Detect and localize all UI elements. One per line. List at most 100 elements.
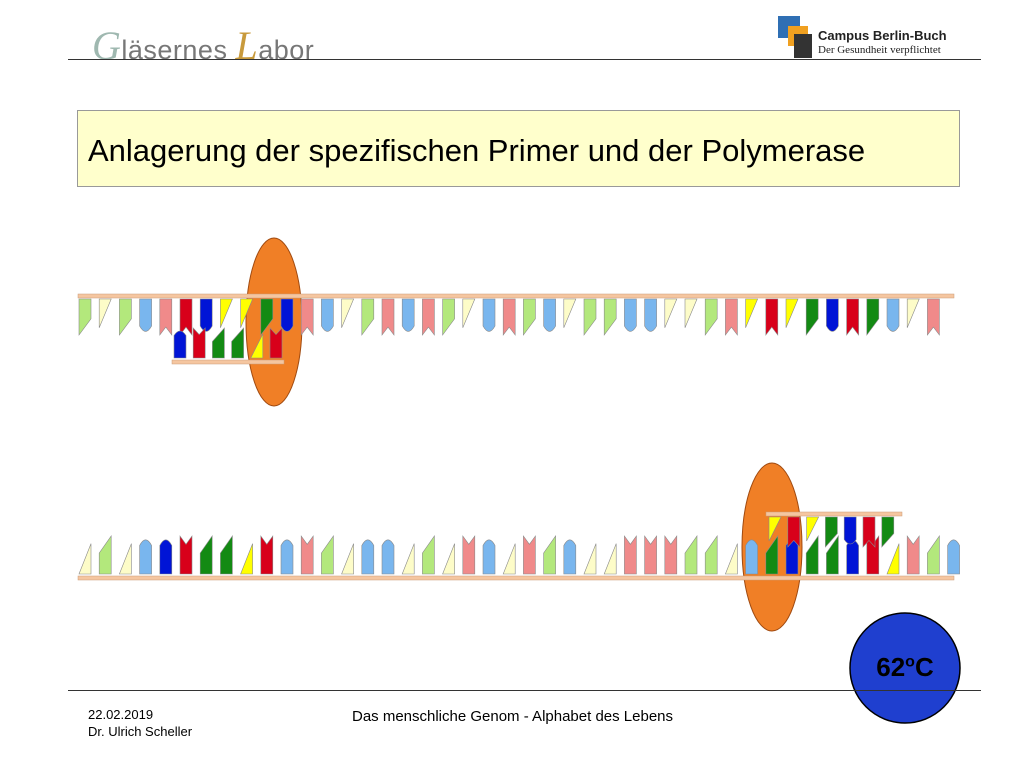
temperature-circle <box>849 612 961 724</box>
base-dark-red <box>192 327 206 359</box>
base-green <box>603 298 617 336</box>
base-blue <box>381 539 395 575</box>
base-green <box>321 535 334 575</box>
logo-text-1: läsernes <box>121 35 236 65</box>
base-blue <box>745 539 758 575</box>
temperature-value: 62 <box>876 652 906 682</box>
temperature-degree: o <box>905 653 915 671</box>
base-red <box>381 298 395 336</box>
base-dark-yellow <box>745 298 759 328</box>
base-green <box>704 298 718 336</box>
base-dark-blue <box>159 539 173 575</box>
header-divider <box>68 59 981 60</box>
base-dark-blue <box>173 330 187 359</box>
base-blue <box>401 298 415 332</box>
base-red <box>927 298 940 336</box>
base-yellow <box>341 543 354 575</box>
base-green <box>684 535 698 575</box>
footer-author: Dr. Ulrich Scheller <box>88 724 193 739</box>
base-dark-blue <box>280 298 294 332</box>
base-red <box>906 535 920 575</box>
base-green <box>78 298 92 336</box>
footer-title: Das menschliche Genom - Alphabet des Leb… <box>351 708 674 725</box>
top-primer-strand <box>171 359 285 365</box>
base-yellow <box>563 298 577 328</box>
base-yellow <box>462 298 476 328</box>
base-yellow <box>401 543 415 575</box>
base-red <box>300 535 314 575</box>
base-dark-blue <box>199 298 213 332</box>
base-dark-blue <box>843 516 857 545</box>
base-dark-yellow <box>250 333 264 359</box>
footer-date: 22.02.2019 <box>88 707 154 722</box>
base-yellow <box>341 298 355 328</box>
base-blue <box>361 539 375 575</box>
base-dark-blue <box>826 298 839 332</box>
base-dark-green <box>765 535 779 575</box>
bottom-primer-strand <box>765 511 903 517</box>
base-green <box>583 298 597 336</box>
base-blue <box>644 298 657 332</box>
base-dark-green <box>220 535 233 575</box>
base-red <box>664 535 678 575</box>
base-green <box>442 298 455 336</box>
base-yellow <box>603 543 617 575</box>
base-red <box>502 298 516 336</box>
base-green <box>523 298 536 336</box>
base-blue <box>624 298 637 332</box>
base-dark-green <box>825 516 838 548</box>
base-red <box>725 298 738 336</box>
base-red <box>462 535 476 575</box>
base-red <box>422 298 435 336</box>
top-template-strand <box>77 293 955 299</box>
base-yellow <box>502 543 516 575</box>
base-dark-green <box>826 535 839 575</box>
base-dark-yellow <box>806 516 820 542</box>
base-dark-green <box>212 327 225 359</box>
base-dark-red <box>179 535 193 575</box>
base-dark-green <box>866 298 880 336</box>
base-dark-green <box>805 298 819 336</box>
base-blue <box>563 539 577 575</box>
base-dark-yellow <box>886 543 900 575</box>
glaesernes-labor-logo: Gläsernes Labor <box>92 22 314 69</box>
base-dark-red <box>787 516 801 548</box>
base-dark-green <box>881 516 895 548</box>
base-red <box>644 535 657 575</box>
slide-title-box: Anlagerung der spezifischen Primer und d… <box>77 110 960 187</box>
base-green <box>704 535 718 575</box>
base-dark-yellow <box>240 543 253 575</box>
base-yellow <box>906 298 920 328</box>
base-dark-green <box>231 327 244 359</box>
base-dark-green <box>260 298 274 336</box>
base-green <box>119 298 132 336</box>
logo-line-1: Campus Berlin-Buch <box>818 28 947 43</box>
slide-title: Anlagerung der spezifischen Primer und d… <box>88 133 866 168</box>
base-green <box>98 535 112 575</box>
base-yellow <box>98 298 112 328</box>
base-dark-yellow <box>220 298 233 328</box>
base-yellow <box>664 298 678 328</box>
base-red <box>523 535 536 575</box>
base-yellow <box>724 543 738 575</box>
base-dark-red <box>846 298 859 336</box>
base-blue <box>482 298 496 332</box>
base-blue <box>321 298 334 332</box>
logo-letter-g: G <box>92 23 122 68</box>
base-green <box>422 535 435 575</box>
logo-line-2: Der Gesundheit verpflichtet <box>818 44 941 56</box>
base-dark-yellow <box>768 516 782 542</box>
logo-text-2: abor <box>258 35 315 65</box>
base-blue <box>139 539 152 575</box>
polymerase-top <box>245 237 303 407</box>
base-blue <box>947 539 960 575</box>
base-red <box>300 298 314 336</box>
temperature-unit: C <box>914 652 934 682</box>
base-red <box>624 535 637 575</box>
base-blue <box>886 298 900 332</box>
base-dark-red <box>862 516 876 548</box>
base-yellow <box>118 543 132 575</box>
base-green <box>927 535 940 575</box>
base-blue <box>280 539 294 575</box>
base-dark-green <box>199 535 213 575</box>
